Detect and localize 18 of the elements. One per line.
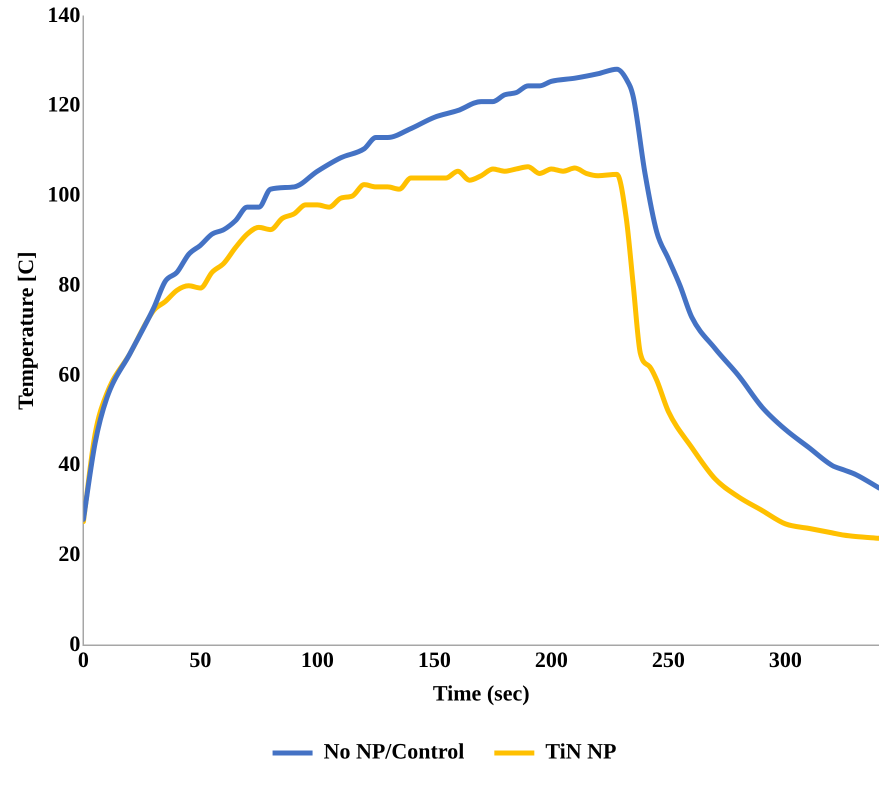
legend-label: No NP/Control [324,738,464,764]
y-tick-label: 120 [47,92,80,117]
x-tick-label: 150 [418,647,451,672]
y-tick-label: 100 [47,182,80,207]
x-tick-label: 300 [768,647,802,672]
y-tick-label: 20 [58,541,80,566]
x-tick-label: 200 [534,647,568,672]
y-tick-label: 140 [47,2,80,27]
y-tick-label: 60 [58,361,80,386]
y-tick-label: 40 [58,451,80,476]
y-tick-label: 80 [58,271,80,296]
legend-label: TiN NP [545,738,616,764]
y-axis-title: Temperature [C] [12,252,38,410]
x-axis-title: Time (sec) [432,680,530,706]
y-tick-label: 0 [69,630,80,656]
x-tick-label: 50 [189,647,212,672]
x-tick-label: 100 [300,647,334,672]
x-tick-label: 250 [652,647,685,672]
